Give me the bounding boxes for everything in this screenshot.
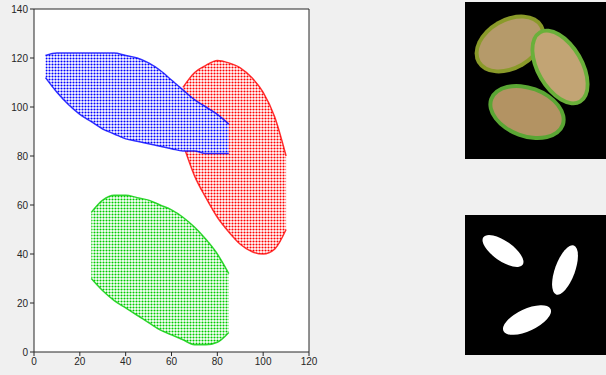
svg-text:120: 120 bbox=[11, 53, 28, 64]
svg-text:0: 0 bbox=[31, 356, 37, 367]
svg-text:60: 60 bbox=[17, 200, 29, 211]
svg-text:40: 40 bbox=[120, 356, 132, 367]
svg-text:40: 40 bbox=[17, 249, 29, 260]
svg-text:100: 100 bbox=[255, 356, 272, 367]
svg-text:60: 60 bbox=[166, 356, 178, 367]
svg-text:20: 20 bbox=[74, 356, 86, 367]
svg-text:100: 100 bbox=[11, 102, 28, 113]
svg-text:120: 120 bbox=[301, 356, 318, 367]
svg-text:140: 140 bbox=[11, 4, 28, 15]
svg-text:80: 80 bbox=[212, 356, 224, 367]
svg-text:20: 20 bbox=[17, 298, 29, 309]
svg-text:0: 0 bbox=[22, 347, 28, 358]
svg-text:80: 80 bbox=[17, 151, 29, 162]
